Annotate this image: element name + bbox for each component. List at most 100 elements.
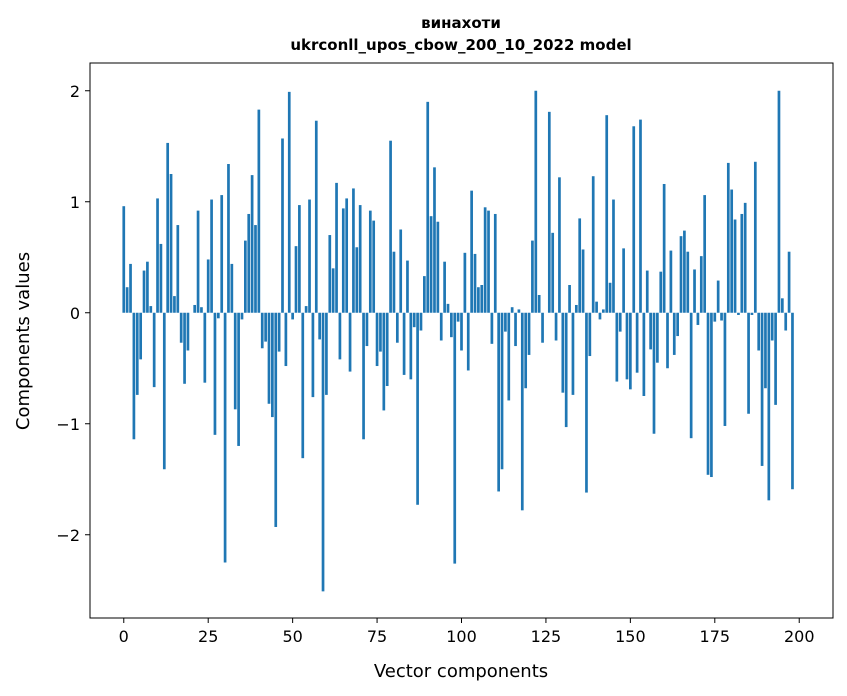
bar (375, 312, 379, 367)
bar (558, 177, 561, 313)
x-tick-label: 0 (119, 627, 129, 646)
bar (723, 312, 727, 426)
bar (348, 312, 352, 372)
x-tick-label: 50 (282, 627, 302, 646)
bar (193, 304, 197, 313)
bar (601, 309, 605, 313)
bar (490, 312, 494, 344)
bar (730, 189, 734, 313)
bar (389, 140, 392, 313)
x-tick-label: 150 (615, 627, 646, 646)
bar (716, 280, 720, 313)
bar (605, 115, 609, 313)
bar (139, 312, 143, 360)
bar (304, 306, 308, 313)
bar (504, 312, 507, 332)
axes-layer: 0 25 50 75 100 125 150 175 200 2 1 0 −1 −2 (56, 82, 814, 646)
bar (767, 312, 771, 501)
bar (257, 109, 261, 313)
bar (301, 312, 305, 459)
bar (625, 312, 629, 380)
bar (244, 240, 247, 313)
bar (443, 261, 446, 313)
bar (561, 312, 565, 393)
bar (497, 312, 500, 492)
bar (679, 236, 683, 313)
bar (220, 195, 224, 313)
bar (507, 312, 511, 401)
bar (456, 312, 460, 322)
bar (733, 219, 737, 313)
bar (122, 206, 126, 313)
bar (753, 161, 757, 313)
bar (314, 120, 318, 313)
bar (169, 174, 173, 313)
bar (277, 312, 281, 352)
bar (564, 312, 568, 428)
bar (470, 190, 473, 313)
bar (186, 312, 190, 351)
bar (649, 312, 652, 350)
bar (493, 213, 497, 313)
bar (683, 230, 686, 313)
bar (210, 199, 213, 313)
bar (774, 312, 777, 405)
bar (710, 312, 713, 478)
bar (196, 210, 200, 313)
bar (379, 312, 382, 352)
bar (780, 298, 784, 313)
bars-layer (122, 90, 794, 592)
bar (571, 312, 575, 395)
bar (537, 294, 541, 313)
bar (703, 195, 707, 313)
bar (406, 260, 409, 313)
bar (267, 312, 271, 404)
bar (335, 182, 338, 313)
bar (156, 198, 159, 313)
x-tick-label: 25 (198, 627, 218, 646)
bar (770, 312, 774, 341)
bar (615, 312, 619, 382)
bar (298, 205, 301, 313)
y-tick-label: −2 (56, 526, 80, 545)
bar (240, 312, 244, 320)
y-tick-label: −1 (56, 415, 80, 434)
x-tick-label: 75 (367, 627, 387, 646)
bar (453, 312, 457, 564)
bar (250, 175, 254, 313)
bar (595, 301, 598, 313)
bar (382, 312, 386, 411)
bar (720, 312, 723, 321)
bar (777, 90, 781, 313)
bar (392, 251, 396, 313)
bar (524, 312, 528, 389)
bar (132, 312, 136, 440)
bar (216, 312, 220, 319)
bar (149, 306, 153, 313)
bar (517, 309, 521, 313)
bar (480, 285, 484, 313)
bar (466, 312, 470, 371)
chart-title: винахоти (421, 14, 501, 32)
bar (402, 312, 406, 375)
bar (551, 232, 555, 313)
bar (520, 312, 524, 511)
x-tick-label: 100 (446, 627, 477, 646)
bar (162, 312, 166, 470)
bar (787, 251, 791, 313)
bar (254, 225, 257, 313)
bar (179, 312, 183, 343)
bar (477, 287, 480, 313)
bar (247, 213, 251, 313)
bar (463, 252, 467, 313)
bar (612, 199, 615, 313)
bar (318, 312, 321, 340)
bar (227, 164, 230, 313)
bar (750, 312, 754, 315)
bar (355, 247, 359, 313)
bar (200, 307, 203, 313)
bar (331, 268, 335, 313)
bar (129, 263, 132, 313)
bar (338, 312, 342, 360)
bar (531, 240, 534, 313)
